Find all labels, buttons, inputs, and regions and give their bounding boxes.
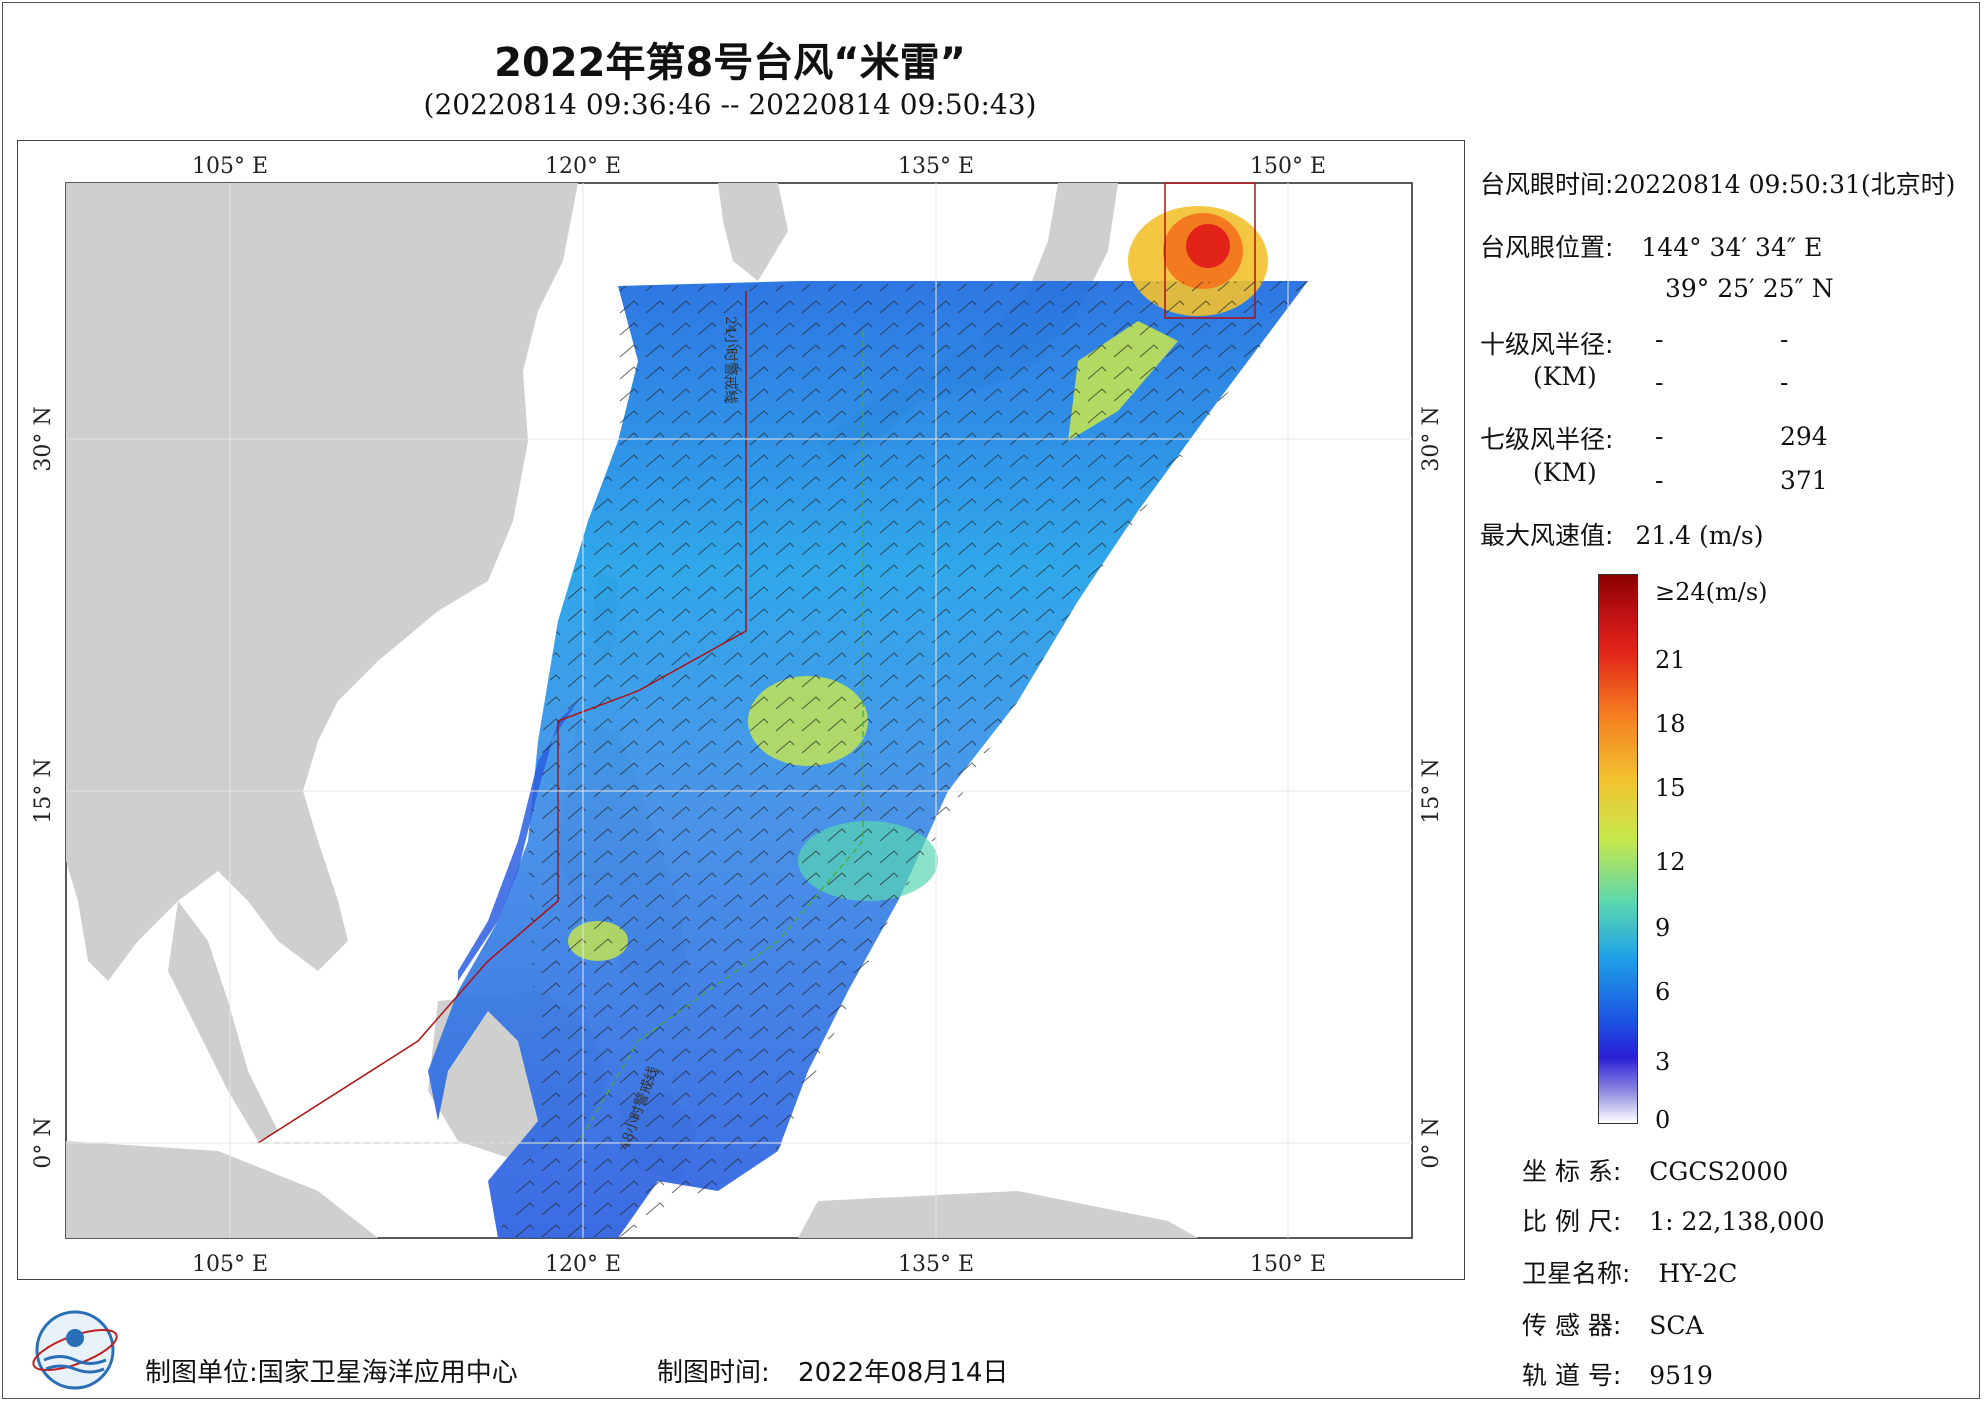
eye-pos-row: 台风眼位置: 144° 34′ 34″ E (1480, 228, 1822, 264)
r7-a1: - (1655, 422, 1664, 451)
footer-time-value: 2022年08月14日 (798, 1358, 1009, 1388)
colorbar-label-24: ≥24(m/s) (1655, 578, 1768, 606)
crs-value: CGCS2000 (1649, 1157, 1789, 1186)
max-speed-row: 最大风速值: 21.4 (m/s) (1480, 516, 1763, 552)
lat-label-left-0: 0° N (31, 1117, 56, 1168)
satellite-row: 卫星名称: HY-2C (1522, 1254, 1737, 1290)
eye-lon: 144° 34′ 34″ E (1641, 233, 1823, 262)
typhoon-box (1164, 182, 1256, 319)
sensor-label: 传 感 器: (1522, 1311, 1622, 1340)
crs-label: 坐 标 系: (1522, 1157, 1622, 1186)
footer-unit-value: 国家卫星海洋应用中心 (257, 1358, 518, 1388)
lon-label-bottom-120: 120° E (545, 1252, 621, 1277)
colorbar-label-3: 3 (1655, 1048, 1671, 1076)
r10-b2: - (1780, 368, 1789, 397)
r7-b2: 371 (1780, 466, 1828, 495)
map-canvas: 24小时警戒线 48小时警戒线 105° E 120° E 135° E 150… (31, 154, 1444, 1277)
satellite-label: 卫星名称: (1522, 1259, 1631, 1288)
nsoas-logo-icon (32, 1310, 118, 1390)
footer-time: 制图时间: 2022年08月14日 (657, 1352, 1008, 1389)
r10-label: 十级风半径: (1480, 330, 1614, 359)
lon-label-bottom-135: 135° E (898, 1252, 974, 1277)
orbit-label: 轨 道 号: (1522, 1361, 1622, 1390)
r10-b1: - (1655, 368, 1664, 397)
lon-label-top-150: 150° E (1250, 154, 1326, 179)
r7-label: 七级风半径: (1480, 425, 1614, 454)
orbit-row: 轨 道 号: 9519 (1522, 1356, 1713, 1392)
wind-swath (428, 206, 1308, 1238)
max-speed-value: 21.4 (m/s) (1635, 521, 1764, 550)
lon-label-bottom-150: 150° E (1250, 1252, 1326, 1277)
lon-label-top-135: 135° E (898, 154, 974, 179)
lon-label-top-120: 120° E (545, 154, 621, 179)
footer-time-label: 制图时间: (657, 1358, 770, 1388)
r10-a1: - (1655, 325, 1664, 354)
map-subtitle: (20220814 09:36:46 -- 20220814 09:50:43) (423, 88, 1037, 121)
eye-lat: 39° 25′ 25″ N (1665, 274, 1834, 303)
max-speed-label: 最大风速值: (1480, 521, 1614, 550)
lat-label-left-15: 15° N (31, 758, 56, 823)
lon-label-top-105: 105° E (192, 154, 268, 179)
colorbar-label-12: 12 (1655, 848, 1686, 876)
orbit-value: 9519 (1649, 1361, 1713, 1390)
map-frame: 24小时警戒线 48小时警戒线 105° E 120° E 135° E 150… (17, 140, 1465, 1280)
scale-label: 比 例 尺: (1522, 1207, 1622, 1236)
colorbar-label-21: 21 (1655, 646, 1686, 674)
warning-line-24h-label: 24小时警戒线 (722, 316, 738, 404)
scale-row: 比 例 尺: 1: 22,138,000 (1522, 1202, 1825, 1238)
colorbar-label-6: 6 (1655, 978, 1671, 1006)
graticule (66, 183, 1412, 1238)
eye-pos-label: 台风眼位置: (1480, 233, 1614, 262)
r10-a2: - (1780, 325, 1789, 354)
r7-a2: 294 (1780, 422, 1828, 451)
r7-unit: (KM) (1533, 458, 1597, 487)
r10-unit: (KM) (1533, 362, 1597, 391)
eye-time-row: 台风眼时间:20220814 09:50:31(北京时) (1480, 165, 1955, 201)
colorbar-label-0: 0 (1655, 1106, 1671, 1134)
lat-label-right-30: 30° N (1419, 406, 1444, 471)
lat-label-right-0: 0° N (1419, 1117, 1444, 1168)
map-title: 2022年第8号台风“米雷” (494, 40, 966, 86)
lat-label-left-30: 30° N (31, 406, 56, 471)
r7-b1: - (1655, 466, 1664, 495)
eye-time-value: 20220814 09:50:31(北京时) (1613, 170, 1956, 199)
sensor-value: SCA (1649, 1311, 1704, 1340)
colorbar-label-15: 15 (1655, 774, 1686, 802)
satellite-value: HY-2C (1658, 1259, 1738, 1288)
colorbar (1598, 574, 1638, 1124)
lon-label-bottom-105: 105° E (192, 1252, 268, 1277)
crs-row: 坐 标 系: CGCS2000 (1522, 1152, 1788, 1188)
footer-unit: 制图单位:国家卫星海洋应用中心 (145, 1352, 518, 1389)
eye-time-label: 台风眼时间: (1480, 170, 1614, 199)
lat-label-right-15: 15° N (1419, 758, 1444, 823)
colorbar-label-9: 9 (1655, 914, 1671, 942)
colorbar-label-18: 18 (1655, 710, 1686, 738)
scale-value: 1: 22,138,000 (1649, 1207, 1825, 1236)
warning-line-24h (257, 291, 747, 1144)
sensor-row: 传 感 器: SCA (1522, 1306, 1704, 1342)
footer-unit-label: 制图单位: (145, 1358, 258, 1388)
